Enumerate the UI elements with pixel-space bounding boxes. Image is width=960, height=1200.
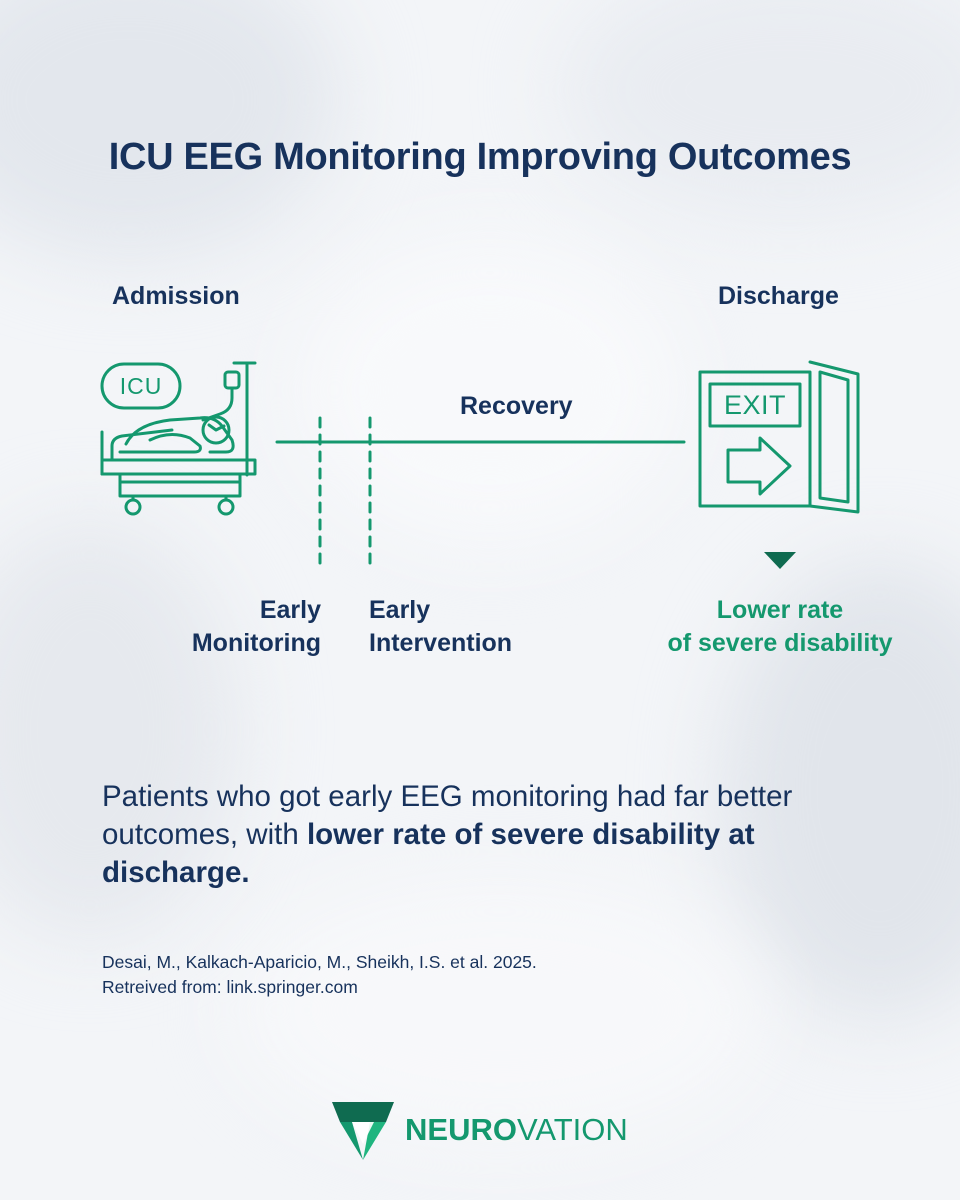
exit-door-icon [698,360,860,514]
early-intervention-label: Early Intervention [369,594,512,660]
admission-label: Admission [112,282,240,310]
early-intervention-line2: Intervention [369,629,513,657]
outcome-line2: of severe disability [667,629,893,657]
logo-part2: VATION [516,1112,628,1147]
early-monitoring-label: Early Monitoring [160,594,321,660]
summary-plain: Patients who got early EEG monitoring ha… [102,780,793,851]
citation-line2: Retreived from: link.springer.com [102,977,358,997]
neurovation-shield-logo-icon [332,1102,394,1160]
timeline-diagram [100,360,860,570]
logo-wordmark: NEUROVATION [405,1108,628,1152]
early-monitoring-line1: Early [259,596,321,624]
discharge-label: Discharge [718,282,839,310]
logo-part1: NEURO [405,1112,517,1147]
recovery-label: Recovery [460,392,573,420]
icu-bed-icon [100,361,257,516]
outcome-line1: Lower rate [716,596,844,624]
early-monitoring-line2: Monitoring [191,629,321,657]
citation: Desai, M., Kalkach-Aparicio, M., Sheikh,… [102,950,537,1000]
down-triangle-icon [764,552,796,569]
outcome-label: Lower rate of severe disability [640,594,920,660]
summary-bold: lower rate of severe disability at disch… [102,818,755,889]
summary-text: Patients who got early EEG monitoring ha… [102,778,862,892]
citation-line1: Desai, M., Kalkach-Aparicio, M., Sheikh,… [102,952,537,972]
icu-sign-text: ICU [119,373,163,399]
early-intervention-line1: Early [369,596,431,624]
page-title: ICU EEG Monitoring Improving Outcomes [108,136,852,178]
exit-sign-text: EXIT [723,390,786,420]
